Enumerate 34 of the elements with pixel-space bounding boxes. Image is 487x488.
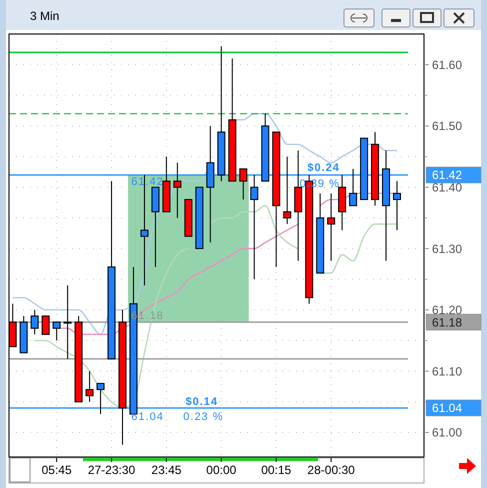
- y-tick-label: 61.10: [432, 364, 462, 378]
- candlestick: [64, 284, 72, 360]
- candlestick: [393, 180, 401, 231]
- y-tick-label: 61.00: [432, 426, 462, 440]
- x-tick-label: 28-00:30: [307, 463, 356, 477]
- candlestick: [173, 162, 182, 218]
- candlestick: [283, 156, 292, 225]
- chart-title: 3 Min: [30, 9, 60, 23]
- ref-line-label: 61.04: [432, 401, 462, 416]
- y-tick-label: 61.30: [432, 242, 462, 256]
- y-tick-label: 61.40: [432, 180, 462, 194]
- candlestick: [349, 168, 358, 206]
- candlestick: [42, 316, 50, 335]
- candlestick: [239, 168, 248, 200]
- annotation: 61.04: [131, 410, 164, 423]
- ref-line-label: 61.42: [432, 168, 462, 182]
- x-tick-label: 27-23:30: [88, 463, 136, 477]
- x-tick-label: 05:45: [42, 463, 72, 477]
- ref-line-label: 61.18: [432, 315, 462, 330]
- x-tick-label: 00:15: [261, 463, 292, 477]
- x-tick-label: 23:45: [151, 463, 182, 477]
- candlestick: [30, 309, 39, 335]
- candlestick: [250, 174, 258, 280]
- candlestick: [327, 192, 336, 262]
- x-tick-label: 00:00: [206, 463, 237, 477]
- candlestick: [96, 382, 105, 415]
- annotation: $0.24: [307, 162, 340, 174]
- y-tick-label: 61.50: [432, 119, 462, 134]
- y-tick-label: 61.60: [432, 58, 462, 72]
- candlestick: [52, 322, 61, 342]
- candlestick: [86, 370, 94, 402]
- annotation: 0.23 %: [183, 410, 224, 423]
- y-tick-label: 61.20: [432, 303, 462, 318]
- annotation: $0.14: [185, 396, 218, 408]
